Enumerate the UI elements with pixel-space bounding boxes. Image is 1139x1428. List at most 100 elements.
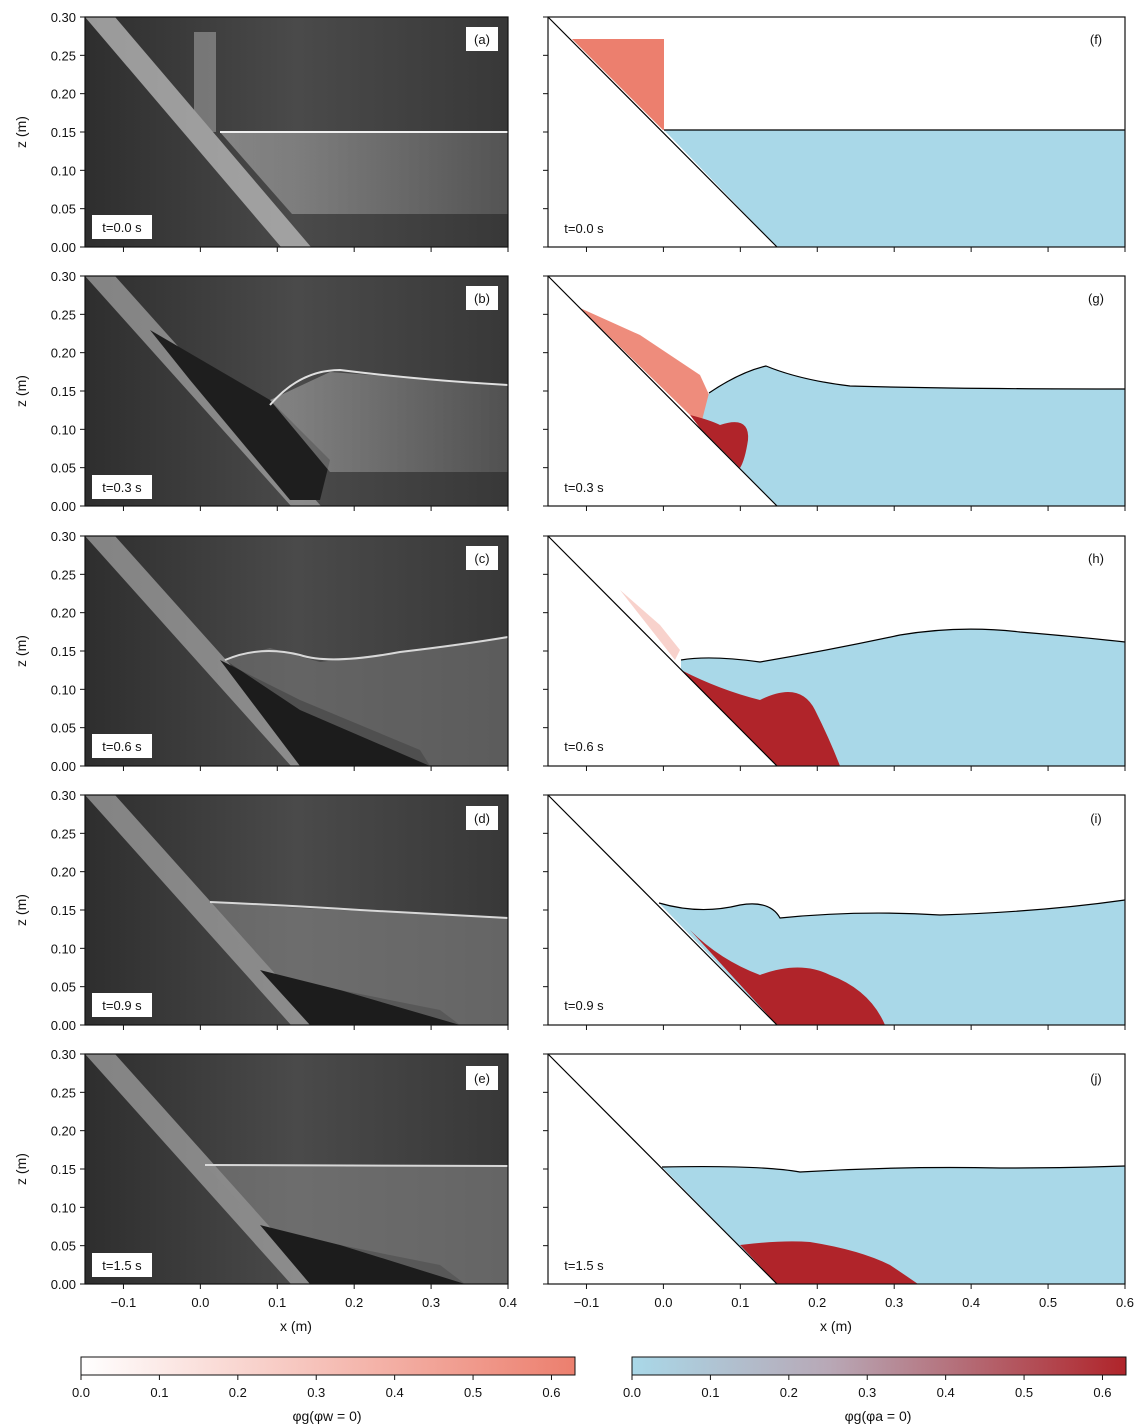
colorbar-tick-label: 0.3 bbox=[858, 1385, 876, 1400]
y-axis-label: z (m) bbox=[13, 1153, 29, 1185]
grain-flow-wet bbox=[740, 1241, 918, 1284]
y-tick-label: 0.00 bbox=[51, 759, 76, 774]
y-tick-label: 0.15 bbox=[51, 644, 76, 659]
panel-label: (h) bbox=[1088, 551, 1104, 566]
x-tick-label: 0.4 bbox=[962, 1295, 980, 1310]
y-tick-label: 0.20 bbox=[51, 606, 76, 621]
panel-label: (b) bbox=[474, 291, 490, 306]
time-label-box bbox=[92, 993, 152, 1017]
y-tick-label: 0.30 bbox=[51, 788, 76, 803]
panel-label-box bbox=[466, 806, 498, 830]
water-body bbox=[270, 372, 508, 472]
colorbar-tick-label: 0.2 bbox=[780, 1385, 798, 1400]
slope-line bbox=[547, 275, 778, 507]
y-tick-label: 0.25 bbox=[51, 1085, 76, 1100]
grain-column bbox=[572, 39, 664, 130]
y-tick-label: 0.30 bbox=[51, 1047, 76, 1062]
y-tick-label: 0.10 bbox=[51, 941, 76, 956]
x-tick-label: 0.1 bbox=[268, 1295, 286, 1310]
colorbar-right: 0.0 0.1 0.2 0.3 0.4 0.5 0.6 φg(φa = 0) bbox=[623, 1356, 1127, 1424]
colorbar-tick-label: 0.2 bbox=[229, 1385, 247, 1400]
time-label-box bbox=[92, 215, 152, 239]
panel-d: (d) t=0.9 s bbox=[84, 794, 509, 1026]
x-tick-label: 0.3 bbox=[885, 1295, 903, 1310]
colorbar-left: 0.0 0.1 0.2 0.3 0.4 0.5 0.6 φg(φw = 0) bbox=[72, 1356, 576, 1424]
grain-flow bbox=[260, 970, 460, 1025]
colorbar-left-gradient bbox=[80, 1356, 576, 1376]
water-surface bbox=[680, 628, 1126, 663]
time-label: t=1.5 s bbox=[102, 1258, 142, 1273]
y-tick-label: 0.10 bbox=[51, 163, 76, 178]
x-tick-label: 0.3 bbox=[422, 1295, 440, 1310]
grain-flow bbox=[150, 330, 330, 500]
x-tick-label: 0.0 bbox=[191, 1295, 209, 1310]
water-body bbox=[664, 130, 1125, 247]
y-tick-label: 0.00 bbox=[51, 240, 76, 255]
water-surface bbox=[209, 901, 509, 919]
colorbar-tick-label: 0.4 bbox=[386, 1385, 404, 1400]
panel-b: (b) t=0.3 s bbox=[84, 275, 509, 507]
time-label-box bbox=[92, 734, 152, 758]
y-tick-label: 0.00 bbox=[51, 499, 76, 514]
time-label-box bbox=[92, 1253, 152, 1277]
colorbar-right-ticks: 0.0 0.1 0.2 0.3 0.4 0.5 0.6 bbox=[623, 1375, 1112, 1400]
y-tick-label: 0.30 bbox=[51, 269, 76, 284]
panel-label: (f) bbox=[1090, 32, 1102, 47]
panel-label-box bbox=[466, 546, 498, 570]
grain-column bbox=[194, 32, 216, 132]
y-axis-label: z (m) bbox=[13, 116, 29, 148]
y-tick-label: 0.00 bbox=[51, 1277, 76, 1292]
x-tick-label: 0.1 bbox=[731, 1295, 749, 1310]
panel-a: (a) t=0.0 s bbox=[84, 16, 509, 248]
time-label: t=0.9 s bbox=[102, 998, 142, 1013]
y-tick-label: 0.20 bbox=[51, 865, 76, 880]
y-tick-label: 0.10 bbox=[51, 1200, 76, 1215]
grain-flow-wet bbox=[690, 415, 749, 468]
y-tick-label: 0.25 bbox=[51, 567, 76, 582]
y-tick-label: 0.20 bbox=[51, 87, 76, 102]
colorbar-left-ticks: 0.0 0.1 0.2 0.3 0.4 0.5 0.6 bbox=[72, 1375, 561, 1400]
time-label: t=0.6 s bbox=[102, 739, 142, 754]
y-axis-label: z (m) bbox=[13, 375, 29, 407]
panel-label-box bbox=[466, 1066, 498, 1090]
x-tick-label: 0.0 bbox=[654, 1295, 672, 1310]
panel-label-box bbox=[466, 286, 498, 310]
panel-g: (g) t=0.3 s bbox=[547, 275, 1126, 507]
y-axis-label: z (m) bbox=[13, 635, 29, 667]
panel-h: (h) t=0.6 s bbox=[547, 535, 1126, 767]
time-label: t=0.0 s bbox=[102, 220, 142, 235]
y-tick-label: 0.10 bbox=[51, 682, 76, 697]
water-surface bbox=[661, 1165, 1126, 1173]
axis-layer: 0.00 0.05 0.10 0.15 0.20 0.25 0.30 z (m) 0.00 0.0… bbox=[13, 10, 1134, 1310]
panel-label: (j) bbox=[1090, 1071, 1102, 1086]
time-label: t=0.3 s bbox=[102, 480, 142, 495]
colorbar-tick-label: 0.0 bbox=[72, 1385, 90, 1400]
colorbar-tick-label: 0.1 bbox=[701, 1385, 719, 1400]
x-tick-label: 0.2 bbox=[345, 1295, 363, 1310]
y-tick-label: 0.25 bbox=[51, 307, 76, 322]
time-label: t=1.5 s bbox=[564, 1258, 604, 1273]
y-axis-label: z (m) bbox=[13, 894, 29, 926]
panel-label: (i) bbox=[1090, 811, 1102, 826]
colorbar-left-label: φg(φw = 0) bbox=[292, 1408, 361, 1424]
time-label: t=0.3 s bbox=[564, 480, 604, 495]
slope-line bbox=[547, 1053, 778, 1285]
y-tick-label: 0.25 bbox=[51, 48, 76, 63]
water-body bbox=[205, 1165, 508, 1284]
panel-f: (f) t=0.0 s bbox=[547, 16, 1126, 248]
colorbar-tick-label: 0.0 bbox=[623, 1385, 641, 1400]
time-label: t=0.6 s bbox=[564, 739, 604, 754]
water-surface bbox=[658, 899, 1126, 919]
colorbar-tick-label: 0.6 bbox=[1093, 1385, 1111, 1400]
y-tick-label: 0.15 bbox=[51, 1162, 76, 1177]
panel-e: (e) t=1.5 s bbox=[84, 1053, 509, 1285]
colorbar-right-label: φg(φa = 0) bbox=[845, 1408, 912, 1424]
water-body bbox=[700, 366, 1125, 506]
grain-flow bbox=[260, 1225, 465, 1284]
colorbar-tick-label: 0.1 bbox=[150, 1385, 168, 1400]
panel-label-box bbox=[466, 27, 498, 51]
water-surface bbox=[204, 1164, 509, 1167]
y-tick-label: 0.05 bbox=[51, 202, 76, 217]
time-label: t=0.9 s bbox=[564, 998, 604, 1013]
time-label-box bbox=[92, 475, 152, 499]
